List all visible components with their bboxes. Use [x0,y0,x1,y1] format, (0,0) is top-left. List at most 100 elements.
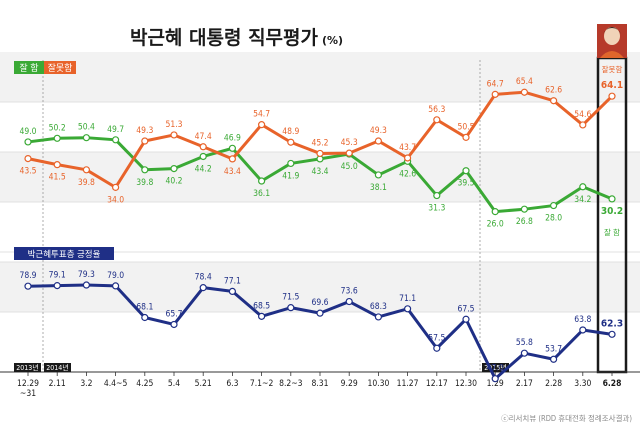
data-point-approve [549,201,558,210]
data-label-approve: 40.2 [165,177,182,187]
data-point-disapprove [462,133,470,141]
data-label-turnout: 68.5 [253,301,270,311]
x-tick-label: 12.30 [455,379,477,389]
data-label-turnout: 71.1 [399,294,416,304]
data-point-disapprove [82,166,91,174]
data-label-approve: 42.6 [399,169,416,179]
data-point-approve [228,144,236,152]
data-point-approve [491,208,499,216]
data-label-turnout: 67.5 [457,304,474,314]
data-label-turnout: 57.5 [428,333,445,343]
data-label-approve: 41.9 [282,171,299,181]
data-label-disapprove: 39.8 [78,178,95,188]
data-point-turnout [316,309,324,317]
data-label-turnout: 53.7 [545,344,562,354]
data-point-disapprove [24,154,32,163]
data-label-approve: 31.3 [428,204,445,214]
data-label-disapprove: 43.4 [224,167,241,177]
legend-turnout-swatch [14,247,114,260]
year-badge-2014년: 2014년 [44,363,71,372]
x-tick-label: 5.21 [195,379,212,389]
chart-title-unit: (%) [322,34,343,47]
data-point-turnout [24,282,32,290]
legend-approve-swatch [14,61,44,74]
data-label-turnout: 62.3 [601,318,623,329]
data-label-turnout: 78.4 [195,273,212,283]
x-tick-label: 7.1~2 [250,379,274,389]
year-badge-2013년: 2013년 [14,363,41,372]
data-label-approve: 26.8 [516,217,533,227]
data-label-disapprove: 50.5 [457,122,474,132]
data-point-approve [608,195,616,203]
portrait-face [604,27,620,45]
data-point-disapprove [111,183,120,191]
year-badge-bg [482,363,509,372]
portrait-clothes [600,51,624,58]
data-label-approve: 39.8 [136,178,153,188]
data-label-approve: 46.9 [224,133,241,143]
x-tick-label: 6.3 [226,379,238,389]
data-point-turnout [111,282,120,290]
data-point-approve [53,134,61,142]
data-label-approve: 43.4 [311,167,328,177]
data-label-approve: 50.2 [49,123,66,133]
data-label-disapprove: 49.3 [370,126,387,136]
data-point-turnout [491,375,499,383]
x-tick-label: 8.31 [311,379,328,389]
year-badge-text: 2014년 [46,363,68,372]
x-tick-label: 5.4 [168,379,180,389]
data-point-turnout [141,313,149,322]
data-point-approve [258,177,266,185]
data-point-disapprove [228,155,236,163]
data-label-disapprove: 45.2 [311,138,328,148]
x-tick-label: 9.29 [341,379,358,389]
data-label-approve: 44.2 [195,164,212,174]
data-label-disapprove: 45.3 [341,138,358,148]
end-label-disapprove: 잘못함 [602,65,623,74]
chart-title-text: 박근혜 대통령 직무평가 [130,27,319,49]
data-point-disapprove [491,90,499,98]
data-label-disapprove: 64.7 [487,79,504,89]
data-point-turnout [579,326,587,334]
data-point-turnout [287,304,295,312]
data-point-disapprove [345,149,353,157]
data-label-turnout: 55.8 [516,338,533,348]
year-badge-bg [14,363,41,372]
data-label-disapprove: 54.7 [253,110,270,120]
data-point-turnout [608,330,616,338]
data-label-turnout: 47.0 [487,364,504,374]
data-label-disapprove: 62.6 [545,86,562,96]
data-point-disapprove [549,97,558,105]
year-badge-bg [44,363,71,372]
x-tick-label: 4.25 [136,379,153,389]
data-point-approve [287,159,295,168]
chart-title: 박근혜 대통령 직무평가 (%) [130,27,343,49]
data-label-turnout: 78.9 [19,271,36,281]
band-1 [0,52,640,102]
data-label-disapprove: 56.3 [428,105,445,115]
data-point-disapprove [258,121,266,129]
data-label-turnout: 65.7 [165,309,182,319]
data-point-turnout [462,315,470,323]
legend-turnout: 박근혜투표층 긍정율 [14,247,114,260]
legend-disapprove: 잘못함 [44,61,76,74]
year-badge-text: 2015년 [484,363,506,372]
data-point-disapprove [170,131,178,139]
data-point-turnout [404,305,412,313]
portrait-hair [603,27,621,34]
data-label-disapprove: 49.3 [136,126,153,136]
data-label-turnout: 69.6 [311,298,328,308]
data-label-approve: 45.0 [341,162,358,172]
data-label-disapprove: 34.0 [107,195,124,205]
data-point-approve [374,171,382,179]
legend-approve-label: 잘 함 [19,62,38,74]
data-label-approve: 36.1 [253,189,270,199]
x-tick-label: 4.4~5 [104,379,128,389]
x-tick-label: 10.30 [367,379,389,389]
data-label-turnout: 79.3 [78,270,95,280]
data-label-disapprove: 64.1 [601,80,623,91]
data-label-disapprove: 54.6 [574,110,591,120]
series-disapprove: 43.5 41.5 39.8 34.0 49.3 51.3 47.4 43.4 54.7 48.9… [19,77,623,205]
